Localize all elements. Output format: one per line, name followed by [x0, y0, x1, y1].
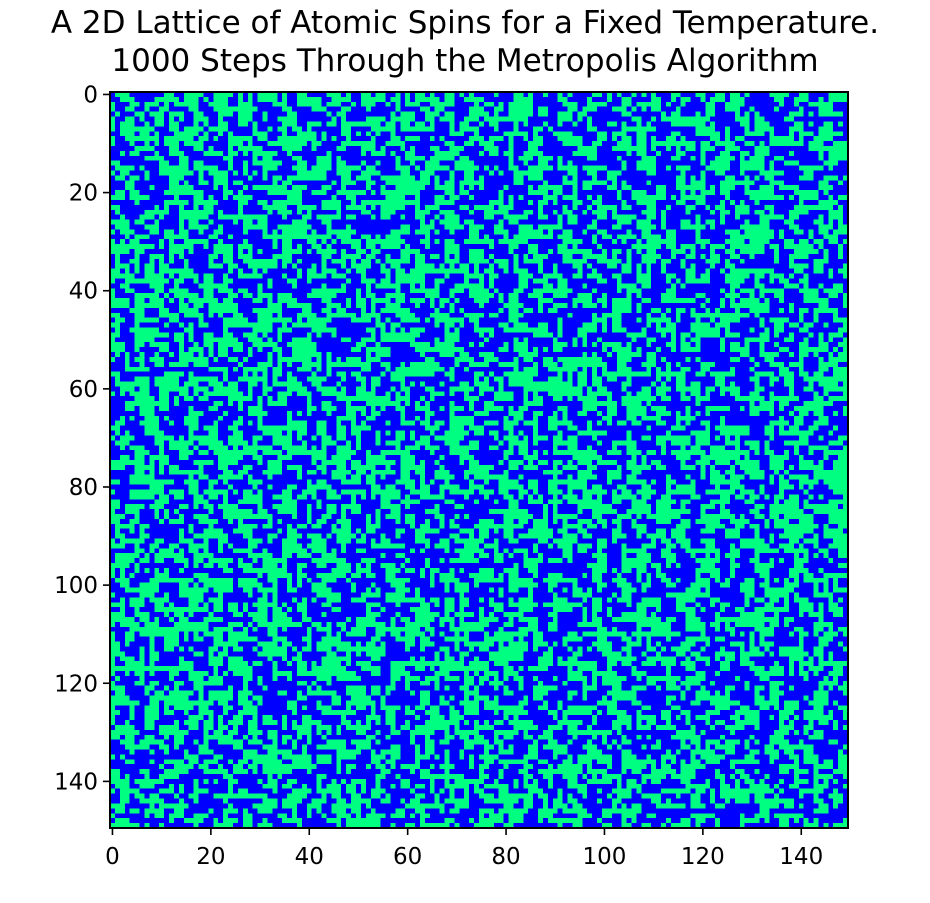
- x-tick-label: 60: [393, 844, 422, 870]
- x-tick-label: 80: [491, 844, 520, 870]
- y-tick-label: 100: [54, 573, 98, 599]
- x-tick-label: 140: [779, 844, 823, 870]
- x-tick-label: 120: [681, 844, 725, 870]
- chart-title-line-1: A 2D Lattice of Atomic Spins for a Fixed…: [50, 5, 880, 41]
- spin-lattice-heatmap: [110, 92, 848, 828]
- y-tick-label: 140: [54, 769, 98, 795]
- y-tick-label: 20: [69, 181, 98, 207]
- y-tick-label: 80: [69, 475, 98, 501]
- chart-title-line-2: 1000 Steps Through the Metropolis Algori…: [111, 43, 819, 79]
- x-tick-label: 40: [295, 844, 324, 870]
- y-tick-label: 40: [69, 279, 98, 305]
- axes-frame: [109, 91, 849, 829]
- y-tick-label: 0: [83, 82, 98, 108]
- x-tick-label: 100: [583, 844, 627, 870]
- y-tick-label: 120: [54, 671, 98, 697]
- y-tick-label: 60: [69, 377, 98, 403]
- y-axis: 0 20 40 60 80 100 120 140: [54, 82, 110, 795]
- x-tick-label: 20: [196, 844, 225, 870]
- x-tick-label: 0: [105, 844, 120, 870]
- x-axis: 0 20 40 60 80 100 120 140: [105, 828, 823, 870]
